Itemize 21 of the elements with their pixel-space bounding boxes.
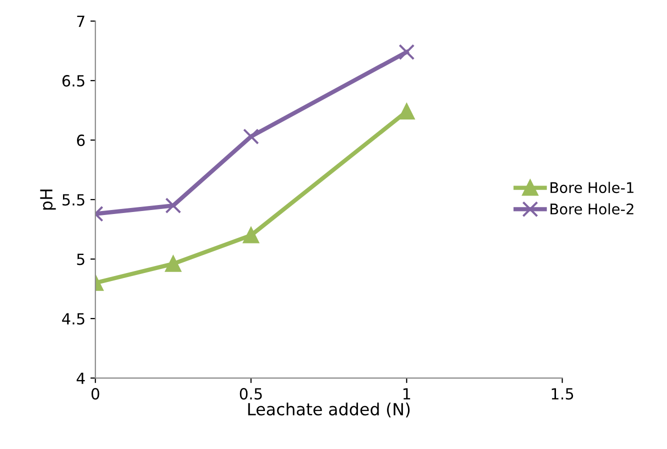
point [243, 227, 260, 244]
x-tick-label: 0 [92, 388, 100, 400]
legend-label: Bore Hole-2 [550, 203, 634, 215]
point [243, 128, 260, 145]
point [398, 44, 415, 60]
y-tick-label: 5.5 [62, 194, 84, 206]
y-tick-label: 5 [77, 254, 84, 266]
legend-label: Bore Hole-1 [550, 182, 634, 194]
x-axis-title: Leachate added (N) [248, 402, 410, 418]
point [398, 104, 415, 120]
y-tick-label: 4 [76, 372, 85, 384]
point [165, 198, 182, 214]
y-tick-label: 7 [77, 16, 84, 27]
x-tick-label: 1.5 [552, 388, 574, 400]
y-axis-title: pH [40, 190, 56, 210]
x-tick-label: 1 [403, 388, 410, 400]
x-tick-label: 0.5 [240, 388, 262, 400]
y-tick-label: 6.5 [62, 75, 84, 87]
point [165, 256, 182, 272]
y-tick-label: 4.5 [62, 313, 84, 325]
y-tick-label: 6 [77, 134, 85, 146]
